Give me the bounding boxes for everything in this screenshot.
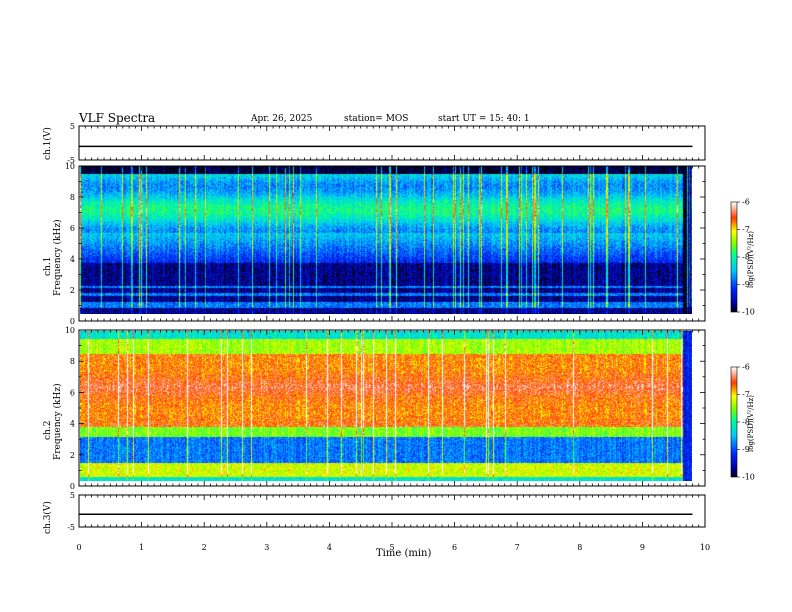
x-tick-label: 3	[264, 543, 269, 552]
date-label: Apr. 26, 2025	[251, 114, 313, 124]
x-tick-label: 5	[389, 543, 394, 552]
x-tick-label: 9	[640, 543, 645, 552]
y-tick-label: 2	[70, 451, 75, 460]
colorbar-tick-label: -6	[742, 198, 750, 207]
y-tick-label: 4	[70, 420, 75, 429]
y-tick-label: -5	[67, 523, 75, 532]
x-tick-label: 0	[76, 543, 81, 552]
colorbar-tick-label: -6	[742, 363, 750, 372]
panel-frame-2	[78, 165, 706, 322]
colorbar-tick-label: -9	[742, 445, 750, 454]
x-tick-label: 8	[577, 543, 582, 552]
colorbar-tick-label: -7	[742, 225, 750, 234]
x-tick-label: 6	[452, 543, 457, 552]
panel-frame-1	[78, 125, 706, 161]
ch2-spectrogram-image	[80, 331, 692, 481]
y-tick-label: 5	[70, 122, 75, 131]
y-tick-label: 0	[70, 482, 75, 491]
colorbar-tick-label: -8	[742, 253, 750, 262]
station-label: station= MOS	[344, 114, 409, 124]
colorbar-frame	[730, 366, 738, 478]
y-tick-label: 4	[70, 255, 75, 264]
chart-title: VLF Spectra	[79, 111, 156, 125]
ch1-colorbar	[731, 202, 737, 312]
colorbar-tick-label: -9	[742, 280, 750, 289]
ch2-colorbar	[731, 367, 737, 477]
panel-frame-3	[78, 329, 706, 487]
x-tick-label: 10	[700, 543, 710, 552]
colorbar-tick-label: -10	[742, 473, 755, 482]
y-tick-label: 8	[70, 193, 75, 202]
colorbar-tick-label: -10	[742, 308, 755, 317]
y-tick-label: -5	[67, 156, 75, 165]
x-tick-label: 2	[202, 543, 207, 552]
colorbar-frame	[730, 201, 738, 313]
ch1-spectrogram-image	[80, 166, 692, 314]
colorbar-tick-label: -8	[742, 418, 750, 427]
y-tick-label: 5	[70, 491, 75, 500]
y-tick-label: 0	[70, 317, 75, 326]
y-tick-label: 2	[70, 286, 75, 295]
y-tick-label: 6	[70, 388, 75, 397]
y-tick-label: 8	[70, 357, 75, 366]
x-tick-label: 7	[515, 543, 520, 552]
colorbar-tick-label: -7	[742, 390, 750, 399]
x-tick-label: 1	[139, 543, 144, 552]
x-axis-label: Time (min)	[376, 548, 432, 559]
y-tick-label: 6	[70, 224, 75, 233]
y-tick-label: 10	[65, 162, 75, 171]
x-tick-label: 4	[327, 543, 332, 552]
start-time-label: start UT = 15: 40: 1	[438, 114, 530, 124]
y-tick-label: 10	[65, 326, 75, 335]
